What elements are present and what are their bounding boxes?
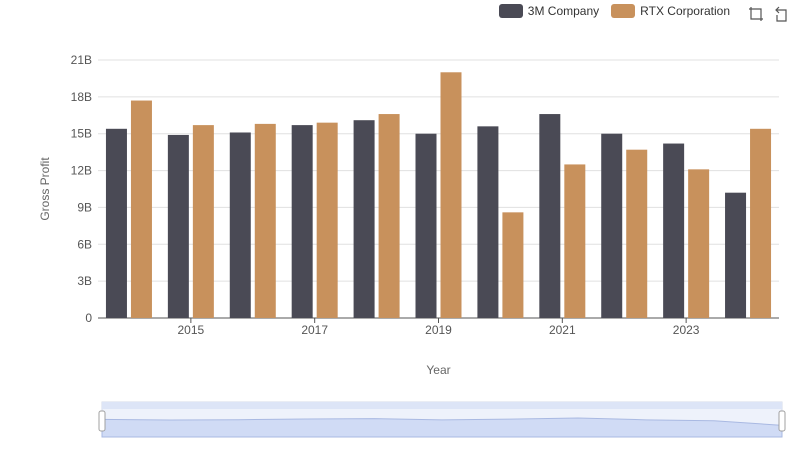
x-axis-title: Year bbox=[426, 363, 450, 377]
bar-3m-company-2017[interactable] bbox=[291, 125, 313, 318]
zoom-reset-icon[interactable] bbox=[774, 6, 790, 22]
datazoom-top-bar bbox=[102, 402, 782, 409]
bar-3m-company-2015[interactable] bbox=[167, 134, 189, 318]
bar-rtx-corporation-2022[interactable] bbox=[626, 149, 648, 318]
bar-3m-company-2023[interactable] bbox=[663, 143, 685, 318]
x-tick-label: 2019 bbox=[425, 323, 452, 337]
x-tick-label: 2015 bbox=[178, 323, 205, 337]
legend-label-3m: 3M Company bbox=[527, 4, 600, 18]
bar-rtx-corporation-2023[interactable] bbox=[688, 169, 710, 318]
y-tick-label: 6B bbox=[77, 237, 92, 251]
bar-3m-company-2016[interactable] bbox=[229, 132, 251, 318]
legend-item-rtx-corporation[interactable]: RTX Corporation bbox=[611, 4, 730, 18]
bar-3m-company-2018[interactable] bbox=[353, 120, 375, 318]
bar-3m-company-2014[interactable] bbox=[105, 128, 127, 318]
y-tick-label: 18B bbox=[71, 90, 92, 104]
bar-3m-company-2020[interactable] bbox=[477, 126, 499, 318]
x-tick-label: 2017 bbox=[301, 323, 328, 337]
legend: 3M Company RTX Corporation bbox=[498, 4, 730, 18]
x-tick-label: 2023 bbox=[673, 323, 700, 337]
y-axis-title: Gross Profit bbox=[38, 157, 52, 221]
bar-rtx-corporation-2020[interactable] bbox=[502, 212, 524, 318]
legend-swatch-rtx bbox=[611, 4, 636, 18]
legend-label-rtx: RTX Corporation bbox=[640, 4, 730, 18]
datazoom-shadow-area bbox=[101, 417, 783, 438]
toolbox bbox=[748, 6, 790, 22]
y-tick-label: 9B bbox=[77, 200, 92, 214]
bar-rtx-corporation-2019[interactable] bbox=[440, 72, 462, 319]
datazoom-right-handle[interactable] bbox=[778, 410, 786, 432]
y-tick-label: 12B bbox=[71, 164, 92, 178]
y-tick-label: 0 bbox=[85, 311, 92, 325]
datazoom-left-handle[interactable] bbox=[98, 410, 106, 432]
bar-3m-company-2022[interactable] bbox=[601, 133, 623, 318]
bar-rtx-corporation-2014[interactable] bbox=[130, 100, 152, 319]
bar-rtx-corporation-2018[interactable] bbox=[378, 114, 400, 318]
bar-rtx-corporation-2021[interactable] bbox=[564, 164, 586, 318]
y-tick-label: 21B bbox=[71, 53, 92, 67]
zoom-icon[interactable] bbox=[748, 6, 764, 22]
bar-3m-company-2021[interactable] bbox=[539, 114, 561, 318]
bar-3m-company-2019[interactable] bbox=[415, 133, 437, 318]
y-tick-label: 3B bbox=[77, 274, 92, 288]
legend-swatch-3m bbox=[498, 4, 523, 18]
legend-item-3m-company[interactable]: 3M Company bbox=[498, 4, 600, 18]
bar-rtx-corporation-2017[interactable] bbox=[316, 122, 338, 319]
bar-rtx-corporation-2015[interactable] bbox=[192, 125, 214, 318]
bar-rtx-corporation-2024[interactable] bbox=[750, 128, 772, 318]
x-tick-label: 2021 bbox=[549, 323, 576, 337]
bar-rtx-corporation-2016[interactable] bbox=[254, 123, 276, 318]
y-tick-label: 15B bbox=[71, 127, 92, 141]
bar-3m-company-2024[interactable] bbox=[725, 192, 747, 318]
